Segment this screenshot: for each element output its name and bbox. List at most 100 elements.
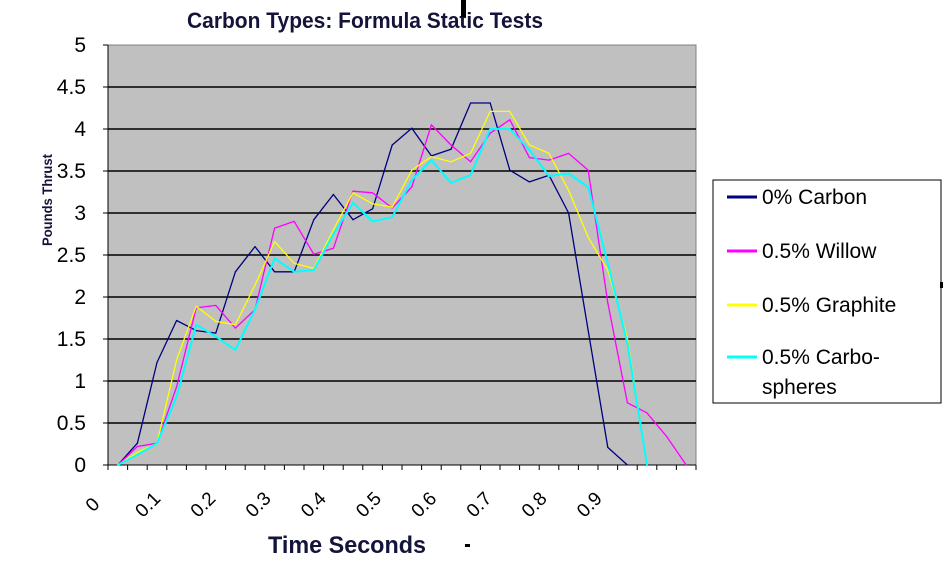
x-tick-label: 0.3 [242, 488, 276, 522]
data-point [372, 208, 374, 210]
data-point [528, 156, 531, 159]
data-point [176, 386, 178, 388]
data-point [509, 119, 511, 121]
data-point [332, 193, 334, 196]
data-point [234, 324, 236, 326]
y-axis-title: Pounds Thrust [39, 154, 55, 246]
data-point [587, 186, 589, 188]
data-point [626, 402, 629, 404]
data-point [313, 253, 315, 255]
data-point [607, 302, 609, 304]
data-point [411, 169, 413, 171]
chart-title: Carbon Types: Formula Static Tests [187, 8, 543, 33]
legend-item: 0% Carbon [727, 186, 867, 209]
data-point [626, 342, 629, 344]
data-point [430, 156, 432, 158]
x-tick-label: 0.9 [573, 488, 607, 522]
data-point [215, 335, 217, 338]
y-tick-label: 0 [74, 454, 86, 477]
data-point [450, 182, 452, 184]
data-point [254, 246, 256, 248]
data-point [607, 446, 609, 448]
data-point [254, 284, 256, 286]
data-point [548, 175, 550, 177]
data-point [607, 269, 609, 271]
data-point [509, 110, 511, 112]
data-point [136, 442, 138, 444]
x-tick-label: 0.2 [187, 488, 221, 522]
y-tick-label: 4 [74, 118, 86, 141]
data-point [372, 220, 374, 222]
y-tick-label: 5 [74, 34, 86, 57]
y-tick-label: 2.5 [57, 244, 86, 267]
data-point [234, 349, 236, 351]
data-point [195, 330, 197, 332]
data-point [195, 305, 197, 307]
data-point [450, 148, 452, 150]
data-point [332, 229, 334, 231]
legend-box [712, 179, 942, 404]
data-point [489, 102, 491, 104]
series-2 [117, 110, 648, 466]
data-point [646, 464, 648, 466]
data-point [156, 442, 158, 444]
data-point [352, 192, 354, 194]
legend: 0% Carbon 0.5% Willow 0.5% Graphite 0.5% Ca… [712, 179, 942, 404]
y-tick-label: 3.5 [57, 160, 86, 183]
legend-label: 0.5% Willow [762, 240, 877, 263]
data-point [587, 330, 589, 332]
data-point [568, 152, 570, 154]
x-tick-label: 0.4 [297, 488, 331, 522]
series-lines [117, 102, 687, 466]
legend-item: 0.5% Graphite [727, 294, 896, 317]
data-point [313, 269, 315, 271]
y-tick-label: 2 [74, 286, 86, 309]
y-axis-ticks: 0 0.5 1 1.5 2 2.5 3 3.5 4 4.5 5 [57, 34, 109, 477]
data-point [470, 174, 472, 176]
data-point [430, 124, 432, 126]
x-axis-title: Time Seconds [268, 532, 426, 559]
data-point [274, 257, 276, 259]
data-point [548, 159, 550, 161]
data-point [685, 464, 687, 466]
data-point [352, 190, 354, 192]
data-point [528, 181, 531, 183]
data-point [313, 219, 315, 221]
data-point [332, 233, 334, 235]
x-tick-label: 0.6 [408, 488, 442, 522]
y-tick-label: 1.5 [57, 328, 86, 351]
x-tick-label: 0.5 [352, 488, 386, 522]
data-point [470, 161, 472, 163]
data-point [568, 212, 570, 214]
data-point [509, 128, 511, 130]
data-point [489, 128, 491, 130]
data-point [215, 320, 217, 322]
data-point [136, 445, 138, 448]
data-point [470, 152, 472, 154]
data-point [587, 169, 589, 171]
data-point [176, 359, 178, 361]
y-tick-label: 4.5 [57, 76, 86, 99]
gridlines [108, 86, 696, 424]
legend-label: spheres [762, 376, 837, 399]
y-tick-label: 1 [74, 370, 86, 393]
data-point [568, 189, 570, 191]
data-point [391, 206, 393, 208]
data-point [391, 216, 393, 218]
data-point [528, 144, 531, 146]
legend-item: 0.5% Willow [727, 240, 877, 263]
x-tick-label: 0.7 [463, 488, 497, 522]
data-point [176, 396, 178, 398]
data-point [489, 110, 491, 112]
data-point [430, 159, 432, 161]
data-point [548, 152, 550, 154]
data-point [332, 247, 334, 249]
data-point [509, 169, 511, 171]
data-point [528, 149, 531, 151]
data-point [411, 179, 413, 181]
data-point [234, 327, 236, 329]
data-point [176, 319, 178, 322]
x-tick-label: 0.1 [132, 488, 166, 522]
data-point [254, 309, 256, 311]
